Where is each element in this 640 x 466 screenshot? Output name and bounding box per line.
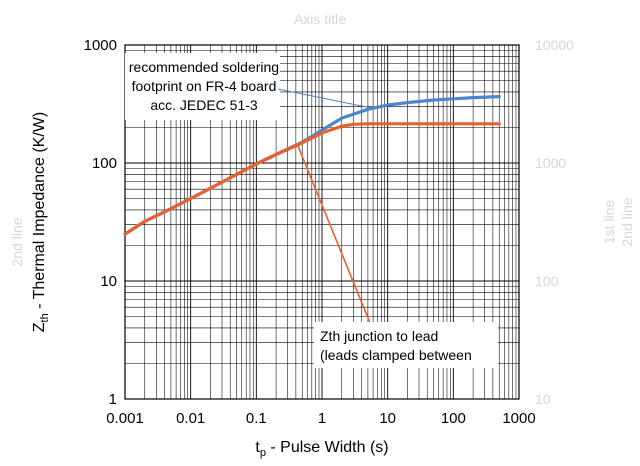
annotation-lead-line-2: (leads clamped between: [320, 347, 472, 363]
plot-frame: [124, 44, 520, 400]
series-line-2: [123, 122, 501, 236]
secondary-right-label-2: 2nd line: [619, 197, 635, 246]
secondary-y-tick-label: 100: [535, 273, 559, 289]
series-line-3: [297, 145, 374, 332]
annotation-box-fr4: [125, 53, 280, 120]
x-tick-label: 0.001: [106, 410, 144, 427]
secondary-y-tick-label: 1000: [535, 155, 566, 171]
y-tick-label: 100: [92, 155, 117, 172]
x-tick-labels: 0.001 0.01 0.1 1 10 100 1000: [106, 410, 535, 427]
y-tick-label: 1000: [84, 37, 117, 54]
secondary-y-tick-labels: 10 100 1000 10000: [535, 37, 574, 407]
y-tick-label: 10: [100, 273, 117, 290]
y-tick-label: 1: [109, 391, 117, 408]
series-lines: [123, 94, 501, 332]
annotation-box-lead: [314, 322, 498, 368]
y-axis-title: Zth - Thermal Impedance (K/W): [31, 112, 51, 333]
x-tick-label: 1: [318, 410, 326, 427]
x-tick-label: 100: [441, 410, 466, 427]
x-tick-label: 0.01: [176, 410, 205, 427]
annotation-lead-line-1: Zth junction to lead: [320, 328, 438, 344]
x-tick-label: 10: [379, 410, 396, 427]
x-tick-label: 1000: [502, 410, 535, 427]
annotation-fr4-line-2: footprint on FR-4 board: [132, 78, 277, 94]
annotation-callout-line: [277, 88, 374, 109]
secondary-right-label-1: 1st line: [601, 200, 617, 245]
y-tick-labels: 1 10 100 1000: [84, 37, 117, 408]
secondary-y-tick-label: 10000: [535, 37, 574, 53]
annotation-fr4-line-1: recommended soldering: [129, 59, 279, 75]
annotation-fr4-line-3: acc. JEDEC 51-3: [150, 97, 258, 113]
x-tick-label: 0.1: [246, 410, 267, 427]
chart-title: Axis title: [294, 11, 346, 27]
secondary-y-tick-label: 10: [535, 391, 551, 407]
x-axis-title: tp - Pulse Width (s): [255, 439, 388, 459]
secondary-left-label: 2nd line: [9, 217, 25, 266]
